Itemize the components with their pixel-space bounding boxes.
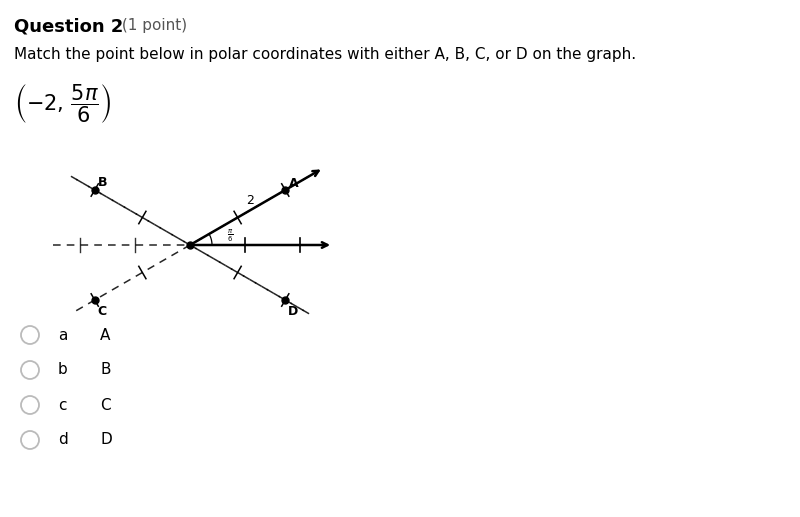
Text: A: A	[100, 327, 110, 342]
Text: B: B	[98, 176, 107, 189]
Text: D: D	[288, 305, 298, 318]
Text: d: d	[58, 433, 68, 448]
Text: B: B	[100, 362, 110, 377]
Text: 2: 2	[246, 194, 254, 207]
Text: C: C	[98, 305, 107, 318]
Text: $\left(-2,\,\dfrac{5\pi}{6}\right)$: $\left(-2,\,\dfrac{5\pi}{6}\right)$	[14, 82, 111, 125]
Text: D: D	[100, 433, 112, 448]
Text: $\frac{\pi}{6}$: $\frac{\pi}{6}$	[226, 227, 233, 244]
Text: Question 2: Question 2	[14, 18, 123, 36]
Text: A: A	[290, 177, 299, 190]
Text: b: b	[58, 362, 68, 377]
Text: c: c	[58, 398, 66, 413]
Text: a: a	[58, 327, 67, 342]
Text: Match the point below in polar coordinates with either A, B, C, or D on the grap: Match the point below in polar coordinat…	[14, 47, 636, 62]
Text: (1 point): (1 point)	[117, 18, 187, 33]
Text: C: C	[100, 398, 110, 413]
